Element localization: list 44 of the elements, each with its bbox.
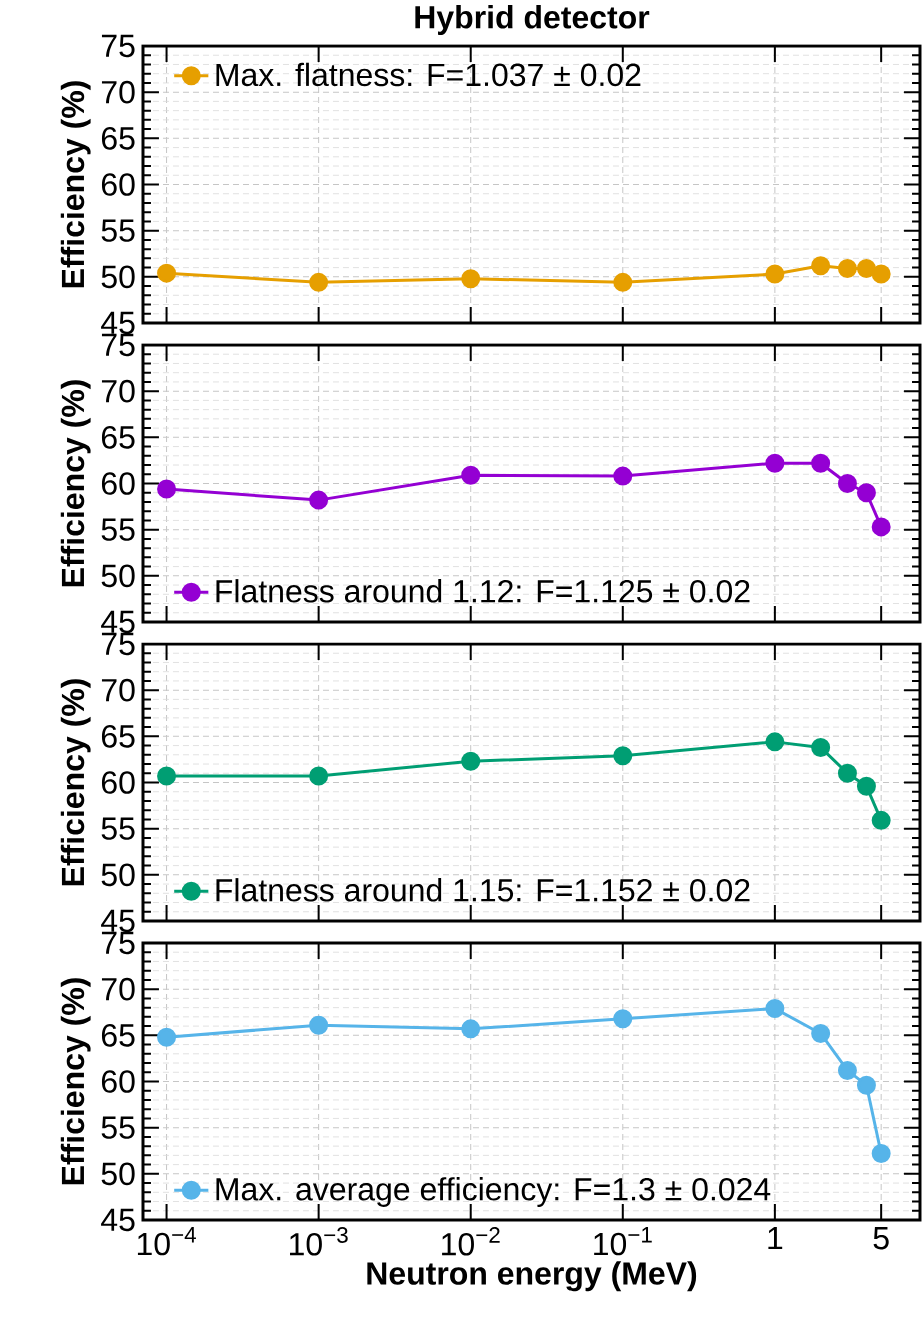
y-tick-label: 70 [101,678,135,702]
y-tick-label: 75 [101,333,135,357]
y-tick-label: 55 [101,518,135,541]
y-tick-label: 55 [101,1116,135,1139]
legend-label: Max. flatness: F=1.037 ± 0.02 [216,62,641,87]
y-tick-label: 60 [101,771,135,794]
y-axis-title: Efficiency (%) [60,978,91,1185]
legend-label: Flatness around 1.15: F=1.152 ± 0.02 [216,878,750,902]
y-tick-label: 55 [101,219,135,242]
y-axis-title: Efficiency (%) [60,81,91,288]
chart-title: Hybrid detector [415,5,650,35]
y-tick-label: 70 [101,80,135,104]
y-tick-label: 65 [101,725,135,748]
legend-label: Flatness around 1.12: F=1.125 ± 0.02 [216,579,750,603]
x-tick-label: 10$^{−1}$ [594,1227,652,1256]
y-tick-label: 45 [101,1208,135,1232]
y-tick-label: 50 [101,1162,135,1186]
y-tick-label: 65 [101,1024,135,1047]
y-tick-label: 50 [101,863,135,887]
y-tick-label: 45 [101,610,135,634]
y-axis-title: Efficiency (%) [60,380,91,587]
legend-label: Max. average efficiency: F=1.3 ± 0.024 [216,1177,771,1207]
x-axis-title: Neutron energy (MeV) [367,1261,697,1292]
y-tick-label: 75 [101,34,135,58]
y-tick-label: 65 [101,426,135,449]
x-tick-label: 1 [768,1227,783,1250]
y-tick-label: 75 [101,632,135,656]
y-tick-label: 55 [101,817,135,840]
x-tick-label: 10$^{−2}$ [442,1227,500,1256]
y-tick-label: 70 [101,977,135,1001]
y-tick-label: 45 [101,311,135,335]
x-tick-label: 5 [873,1227,889,1250]
y-tick-label: 50 [101,265,135,289]
y-tick-label: 60 [101,1070,135,1093]
y-tick-label: 60 [101,173,135,196]
y-tick-label: 45 [101,909,135,933]
y-axis-title: Efficiency (%) [60,679,91,886]
y-tick-label: 70 [101,379,135,403]
y-tick-label: 65 [101,127,135,150]
x-tick-label: 10$^{−4}$ [137,1227,196,1256]
x-tick-label: 10$^{−3}$ [290,1227,348,1256]
y-tick-label: 60 [101,472,135,495]
y-tick-label: 50 [101,564,135,588]
y-tick-label: 75 [101,931,135,955]
